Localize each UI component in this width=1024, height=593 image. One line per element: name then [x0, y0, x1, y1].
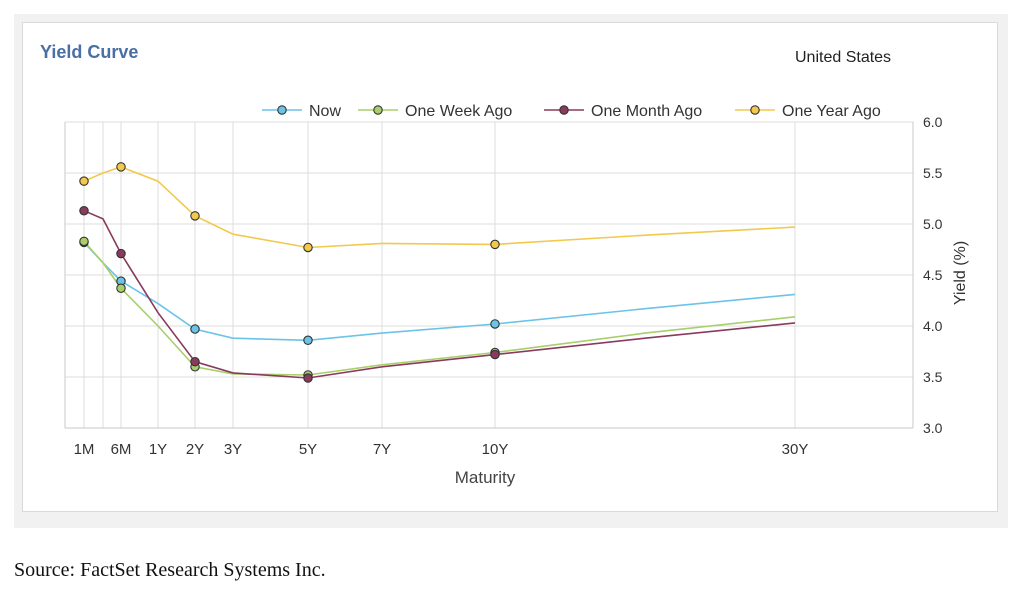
grid-lines	[65, 121, 913, 429]
y-tick-label: 5.0	[923, 216, 943, 232]
y-tick-label: 5.5	[923, 165, 943, 181]
series-line	[83, 209, 796, 379]
x-tick-label: 10Y	[482, 441, 509, 458]
data-point	[303, 242, 313, 253]
legend-marker	[750, 105, 760, 115]
data-point	[303, 335, 313, 346]
data-point	[79, 176, 89, 186]
series-line	[83, 241, 796, 342]
x-tick-label: 2Y	[186, 441, 204, 458]
legend-item[interactable]: Now	[262, 103, 341, 120]
x-tick-label: 1M	[74, 441, 95, 458]
x-tick-label: 7Y	[373, 441, 391, 458]
legend-marker	[277, 105, 287, 115]
region-label: United States	[795, 49, 892, 66]
legend-label: One Month Ago	[591, 103, 702, 120]
axes: 3.0 3.5 4.0 4.5 5.0 5.5 6.0 1M 6M 1Y 2Y 3Y 5Y 7Y 10Y 30…	[64, 114, 969, 487]
y-tick-label: 4.0	[923, 318, 943, 334]
legend-item[interactable]: One Year Ago	[735, 103, 881, 120]
legend-label: One Week Ago	[405, 103, 512, 120]
legend-marker	[373, 105, 383, 115]
y-tick-label: 3.5	[923, 369, 943, 385]
data-point	[190, 211, 200, 221]
legend-item[interactable]: One Month Ago	[544, 103, 702, 120]
data-point	[116, 248, 126, 259]
data-point	[116, 283, 126, 294]
chart-card	[22, 22, 998, 512]
legend-item[interactable]: One Week Ago	[358, 103, 512, 120]
y-tick-label: 4.5	[923, 267, 943, 283]
series-line	[83, 240, 796, 376]
data-point	[79, 236, 89, 247]
series-markers	[79, 162, 500, 383]
y-tick-label: 6.0	[923, 114, 943, 130]
data-point	[303, 373, 313, 383]
legend-label: Now	[309, 103, 341, 120]
x-tick-label: 1Y	[149, 441, 167, 458]
legend-marker	[559, 105, 569, 115]
series-line	[83, 166, 796, 249]
data-point	[490, 239, 500, 250]
y-axis-title: Yield (%)	[952, 241, 969, 305]
x-tick-label: 30Y	[782, 441, 809, 458]
legend-label: One Year Ago	[782, 103, 881, 120]
data-point	[490, 349, 500, 360]
x-tick-label: 3Y	[224, 441, 242, 458]
y-tick-label: 3.0	[923, 420, 943, 436]
chart-title: Yield Curve	[40, 42, 139, 62]
data-point	[190, 356, 200, 367]
data-point	[490, 319, 500, 329]
data-point	[79, 205, 89, 216]
x-tick-label: 6M	[111, 441, 132, 458]
data-point	[190, 324, 200, 334]
source-note: Source: FactSet Research Systems Inc.	[14, 559, 326, 581]
x-tick-label: 5Y	[299, 441, 317, 458]
x-axis-title: Maturity	[455, 468, 516, 487]
legend[interactable]: Now One Week Ago One Month Ago One Year Ago	[262, 103, 881, 120]
series-lines	[83, 166, 796, 379]
data-point	[116, 162, 126, 172]
